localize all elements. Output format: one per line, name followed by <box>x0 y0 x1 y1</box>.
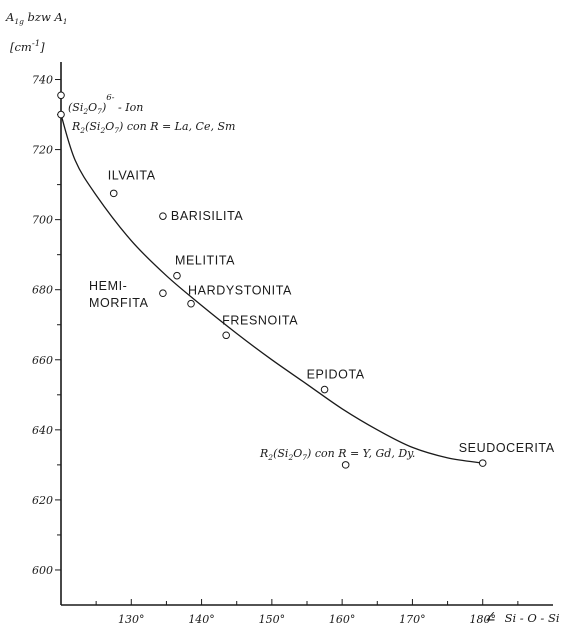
r-y-sub2: 2 <box>287 453 293 462</box>
point-label: MELITITA <box>175 254 235 268</box>
label-hemimorfita-line2: MORFITA <box>89 296 149 310</box>
y-axis-title-mid: bzw A <box>24 10 63 24</box>
data-point <box>222 331 230 340</box>
point-label: ILVAITA <box>108 168 156 182</box>
ticks: 740 720 700 680 660 640 620 600 130° 140° 150° 160°… <box>32 74 519 626</box>
y-axis-title-a: A <box>5 10 14 24</box>
y-axis-unit-close: ] <box>39 40 45 54</box>
data-point <box>320 385 329 394</box>
ion-open: (Si <box>68 101 83 114</box>
r-la-tail: con R = La, Ce, Sm <box>123 120 235 133</box>
r-y-sub3: 7 <box>302 453 307 462</box>
y-axis-title-a-sub: 1g <box>14 17 24 26</box>
r-la-prefix: R <box>71 120 80 133</box>
data-point <box>57 91 65 100</box>
x-axis-title-text: Si - O - Si <box>505 611 560 625</box>
data-point <box>109 189 118 198</box>
y-axis-unit-open: [cm <box>10 40 32 54</box>
ion-sub2: 7 <box>97 107 102 116</box>
y-tick-label: 680 <box>32 284 53 297</box>
fit-curve <box>60 114 483 464</box>
r-la-open: (Si <box>85 120 100 133</box>
label-r2si2o7-la-ce-sm: R2(Si2O7) con R = La, Ce, Sm <box>71 120 235 135</box>
label-r2si2o7-y-gd-dy: R2(Si2O7) con R = Y, Gd, Dy. <box>259 447 415 462</box>
y-axis-title-mid-sub: 1 <box>63 17 68 26</box>
x-tick-label: 130° <box>118 613 145 626</box>
y-tick-label: 720 <box>32 144 53 157</box>
x-tick-label: 150° <box>259 613 286 626</box>
r-y-open: (Si <box>273 447 288 460</box>
r-y-prefix: R <box>259 447 268 460</box>
label-hemimorfita-line1: HEMI- <box>89 279 127 293</box>
x-axis-angle-symbol: ∠ <box>484 608 497 626</box>
r-la-sub3: 7 <box>114 126 119 135</box>
point-label: SEUDOCERITA <box>459 441 555 455</box>
point-label: BARISILITA <box>171 209 244 223</box>
label-si2o7-ion: (Si2O7)6- - Ion <box>68 93 143 116</box>
ion-close: ) <box>101 101 106 114</box>
data-point <box>159 289 167 298</box>
x-tick-label: 140° <box>188 613 215 626</box>
y-tick-label: 600 <box>32 564 53 577</box>
y-tick-label: 700 <box>32 214 53 227</box>
data-point <box>187 299 195 308</box>
r-y-close: ) <box>306 447 311 460</box>
data-point <box>173 271 181 280</box>
r-la-mid: O <box>105 120 114 133</box>
y-axis-unit-sup: -1 <box>32 39 40 49</box>
ion-tail: - Ion <box>115 101 144 114</box>
r-la-sub2: 2 <box>99 126 105 135</box>
point-label: EPIDOTA <box>307 368 365 382</box>
data-point <box>159 212 167 220</box>
r-la-close: ) <box>118 120 123 133</box>
ion-charge: 6- <box>106 93 114 103</box>
r-la-sub1: 2 <box>79 126 85 135</box>
r-y-mid: O <box>293 447 302 460</box>
data-point <box>341 461 350 469</box>
point-label: FRESNOITA <box>222 313 298 327</box>
ion-sub1: 2 <box>82 107 88 116</box>
data-points <box>57 91 487 469</box>
axes <box>60 62 553 606</box>
y-axis-title: A1g bzw A1 <box>5 10 68 26</box>
y-tick-label: 620 <box>32 494 53 507</box>
x-tick-label: 160° <box>329 613 356 626</box>
point-labels: ILVAITA BARISILITA MELITITA HARDYSTONITA FRE… <box>108 168 555 455</box>
x-tick-label: 180° <box>469 613 496 626</box>
y-tick-label: 660 <box>32 354 53 367</box>
x-axis-title: ∠ Si - O - Si <box>484 608 560 626</box>
r-y-sub1: 2 <box>267 453 273 462</box>
r-y-tail: con R = Y, Gd, Dy. <box>311 447 415 460</box>
ion-mid: O <box>88 101 97 114</box>
y-tick-label: 740 <box>32 74 53 87</box>
point-label: HARDYSTONITA <box>188 284 292 298</box>
data-point <box>478 459 487 467</box>
y-axis-unit: [cm-1] <box>10 39 45 54</box>
x-tick-label: 170° <box>399 613 426 626</box>
data-point <box>57 110 65 119</box>
y-tick-label: 640 <box>32 424 53 437</box>
